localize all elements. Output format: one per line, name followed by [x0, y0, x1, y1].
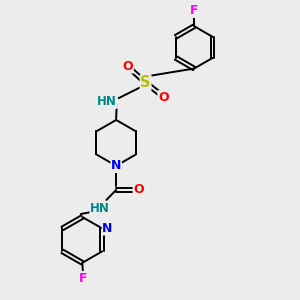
- Text: O: O: [158, 91, 169, 104]
- Text: N: N: [111, 159, 121, 172]
- Text: HN: HN: [90, 202, 110, 215]
- Text: O: O: [123, 60, 133, 73]
- Text: HN: HN: [98, 95, 117, 108]
- Text: O: O: [134, 183, 144, 196]
- Text: S: S: [140, 75, 151, 90]
- Text: N: N: [102, 222, 113, 235]
- Text: F: F: [79, 272, 87, 285]
- Text: F: F: [190, 4, 198, 17]
